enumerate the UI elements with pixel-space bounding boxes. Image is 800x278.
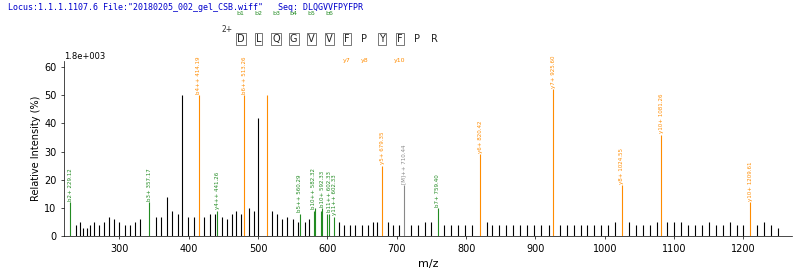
Text: b1: b1 (237, 11, 245, 16)
Text: b5++ 560.29: b5++ 560.29 (298, 175, 302, 212)
Text: y10: y10 (394, 58, 406, 63)
Text: b6: b6 (325, 11, 333, 16)
Text: Y: Y (379, 34, 385, 44)
Text: y5+ 679.35: y5+ 679.35 (380, 132, 385, 164)
Text: F: F (344, 34, 350, 44)
Text: F: F (397, 34, 402, 44)
Text: V: V (326, 34, 332, 44)
Text: y11++ 602.33: y11++ 602.33 (332, 174, 337, 215)
Text: b4: b4 (290, 11, 298, 16)
Text: b7+ 759.40: b7+ 759.40 (435, 174, 441, 207)
Text: V: V (308, 34, 314, 44)
Text: y7: y7 (343, 58, 350, 63)
Text: y8: y8 (361, 58, 368, 63)
Text: y8+ 1024.55: y8+ 1024.55 (619, 148, 624, 184)
Text: P: P (414, 34, 420, 44)
Text: b2+ 229.12: b2+ 229.12 (68, 168, 73, 201)
Text: b3: b3 (272, 11, 280, 16)
Text: b10+ 592.33: b10+ 592.33 (320, 170, 325, 207)
Text: b2: b2 (254, 11, 262, 16)
Text: y10+ 1209.61: y10+ 1209.61 (748, 162, 753, 201)
Text: [M]++ 710.44: [M]++ 710.44 (402, 145, 406, 184)
Text: b5: b5 (307, 11, 315, 16)
Text: y10+ 1081.26: y10+ 1081.26 (658, 94, 664, 133)
Text: L: L (256, 34, 261, 44)
Y-axis label: Relative Intensity (%): Relative Intensity (%) (31, 96, 42, 202)
Text: R: R (431, 34, 438, 44)
Text: Q: Q (272, 34, 280, 44)
Text: G: G (290, 34, 298, 44)
Text: b6++ 513.26: b6++ 513.26 (242, 56, 247, 94)
Text: b11++ 602.33: b11++ 602.33 (326, 171, 331, 212)
X-axis label: m/z: m/z (418, 259, 438, 269)
Text: b3+ 357.17: b3+ 357.17 (147, 168, 152, 201)
Text: y6+ 820.42: y6+ 820.42 (478, 120, 482, 153)
Text: D: D (237, 34, 245, 44)
Text: P: P (362, 34, 367, 44)
Text: b4++ 414.19: b4++ 414.19 (196, 56, 201, 94)
Text: y4++ 441.26: y4++ 441.26 (215, 172, 220, 209)
Text: 2+: 2+ (222, 25, 233, 34)
Text: 1.8e+003: 1.8e+003 (64, 52, 106, 61)
Text: y7+ 925.60: y7+ 925.60 (550, 56, 556, 88)
Text: Locus:1.1.1.1107.6 File:"20180205_002_gel_CSB.wiff"   Seq: DLQGVVFPYFPR: Locus:1.1.1.1107.6 File:"20180205_002_ge… (8, 3, 363, 12)
Text: b10++ 582.32: b10++ 582.32 (311, 168, 316, 209)
